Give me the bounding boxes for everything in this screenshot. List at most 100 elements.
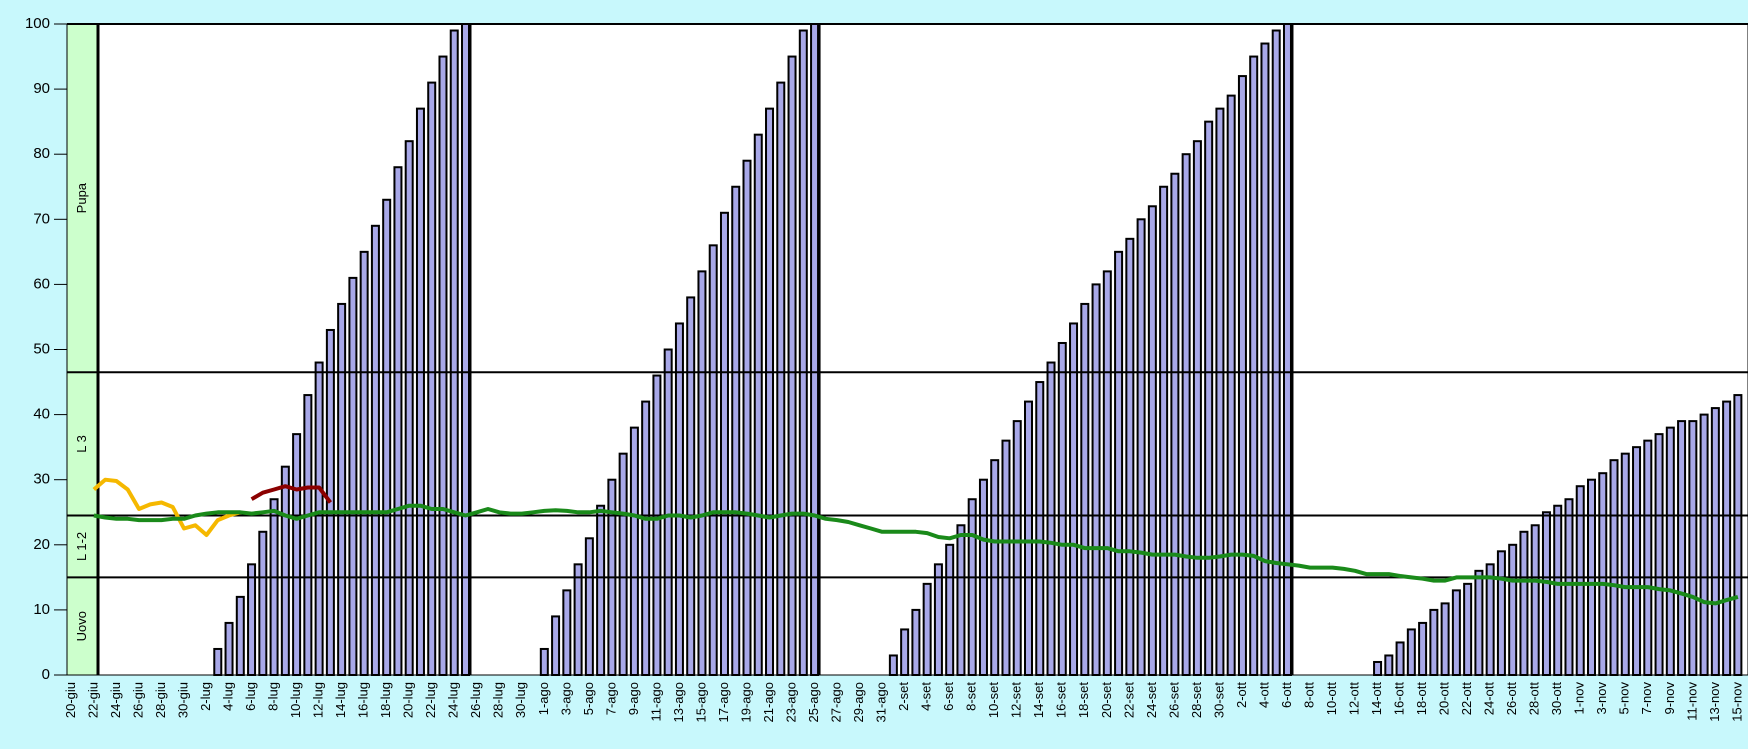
y-tick-label: 0 xyxy=(42,666,50,683)
x-tick-label: 26-set xyxy=(1166,682,1181,719)
bar xyxy=(1001,439,1011,677)
bar xyxy=(1665,426,1675,676)
bar xyxy=(1395,641,1405,677)
bar xyxy=(337,302,347,676)
bar xyxy=(1485,563,1495,677)
bar xyxy=(1496,550,1506,676)
bar xyxy=(674,322,684,676)
bar xyxy=(1598,472,1608,676)
y-tick-label: 100 xyxy=(25,15,50,32)
bar xyxy=(1136,218,1146,677)
x-tick-label: 17-ago xyxy=(716,682,731,722)
bar xyxy=(1125,237,1135,677)
x-tick-label: 20-ott xyxy=(1437,682,1452,716)
x-tick-label: 22-lug xyxy=(423,682,438,718)
x-tick-label: 18-lug xyxy=(378,682,393,718)
x-tick-label: 7-ago xyxy=(603,682,618,715)
bar xyxy=(1069,322,1079,676)
x-tick-label: 18-ott xyxy=(1414,682,1429,716)
bar xyxy=(697,270,707,676)
bar xyxy=(663,348,673,676)
bar xyxy=(562,589,572,676)
bar xyxy=(1620,452,1630,676)
x-tick-label: 1-ago xyxy=(536,682,551,715)
bar xyxy=(776,81,786,676)
bar xyxy=(1046,361,1056,676)
line-series xyxy=(92,477,241,537)
x-tick-label: 12-lug xyxy=(311,682,326,718)
bar xyxy=(415,107,425,676)
bar xyxy=(1215,107,1225,676)
x-tick-label: 13-nov xyxy=(1707,682,1722,722)
x-tick-label: 24-lug xyxy=(446,682,461,718)
bar xyxy=(1722,400,1732,676)
bar xyxy=(247,563,257,677)
bar xyxy=(1237,75,1247,676)
stage-label: L 3 xyxy=(74,435,89,453)
x-tick-label: 20-giu xyxy=(63,682,78,718)
x-tick-label: 24-set xyxy=(1144,682,1159,719)
bar xyxy=(280,465,290,676)
x-tick-label: 10-ott xyxy=(1324,682,1339,716)
bar xyxy=(719,211,729,676)
bar xyxy=(539,647,549,677)
bar xyxy=(1733,394,1743,676)
bar xyxy=(314,361,324,676)
bar xyxy=(1519,530,1529,677)
y-tick-label: 20 xyxy=(33,536,50,553)
x-tick-label: 5-nov xyxy=(1617,682,1632,715)
x-tick-label: 26-ott xyxy=(1504,682,1519,716)
x-tick-label: 8-lug xyxy=(266,682,281,711)
bar xyxy=(1677,420,1687,676)
x-tick-label: 9-ago xyxy=(626,682,641,715)
x-tick-label: 15-ago xyxy=(693,682,708,722)
x-tick-label: 16-ott xyxy=(1392,682,1407,716)
x-tick-label: 16-set xyxy=(1054,682,1069,719)
bar xyxy=(1688,420,1698,676)
bar xyxy=(922,582,932,676)
x-tick-label: 22-giu xyxy=(85,682,100,718)
x-tick-label: 22-ott xyxy=(1459,682,1474,716)
stage-strip xyxy=(67,24,98,675)
bar xyxy=(618,452,628,676)
x-tick-label: 26-giu xyxy=(130,682,145,718)
y-tick-label: 10 xyxy=(33,601,50,618)
x-tick-label: 28-lug xyxy=(491,682,506,718)
bar xyxy=(1710,407,1720,676)
bar xyxy=(573,563,583,677)
plot-area xyxy=(67,24,1748,675)
y-tick-label: 50 xyxy=(33,340,50,357)
bar xyxy=(1654,433,1664,676)
bar xyxy=(213,647,223,677)
bar xyxy=(742,159,752,676)
bar xyxy=(1181,153,1191,676)
x-tick-label: 2-set xyxy=(896,682,911,711)
bar xyxy=(1373,660,1383,676)
x-tick-label: 20-lug xyxy=(401,682,416,718)
bar xyxy=(1102,270,1112,676)
bar xyxy=(1406,628,1416,676)
bar xyxy=(303,394,313,676)
bar xyxy=(1035,381,1045,676)
x-tick-label: 14-lug xyxy=(333,682,348,718)
bar xyxy=(933,563,943,677)
bar xyxy=(370,224,380,676)
x-tick-label: 23-ago xyxy=(783,682,798,722)
y-tick-label: 80 xyxy=(33,145,50,162)
bar xyxy=(900,628,910,676)
y-tick-label: 90 xyxy=(33,80,50,97)
x-tick-label: 21-ago xyxy=(761,682,776,722)
bar xyxy=(1418,621,1428,676)
bar xyxy=(348,276,358,676)
x-tick-label: 8-set xyxy=(964,682,979,711)
x-tick-label: 28-set xyxy=(1189,682,1204,719)
bar xyxy=(235,595,245,677)
bar xyxy=(787,55,797,677)
bar xyxy=(1553,504,1563,676)
bar xyxy=(584,537,594,676)
bar xyxy=(382,198,392,677)
bar xyxy=(1159,185,1169,676)
y-tick-label: 70 xyxy=(33,210,50,227)
bar xyxy=(1632,446,1642,676)
bar xyxy=(1429,608,1439,677)
